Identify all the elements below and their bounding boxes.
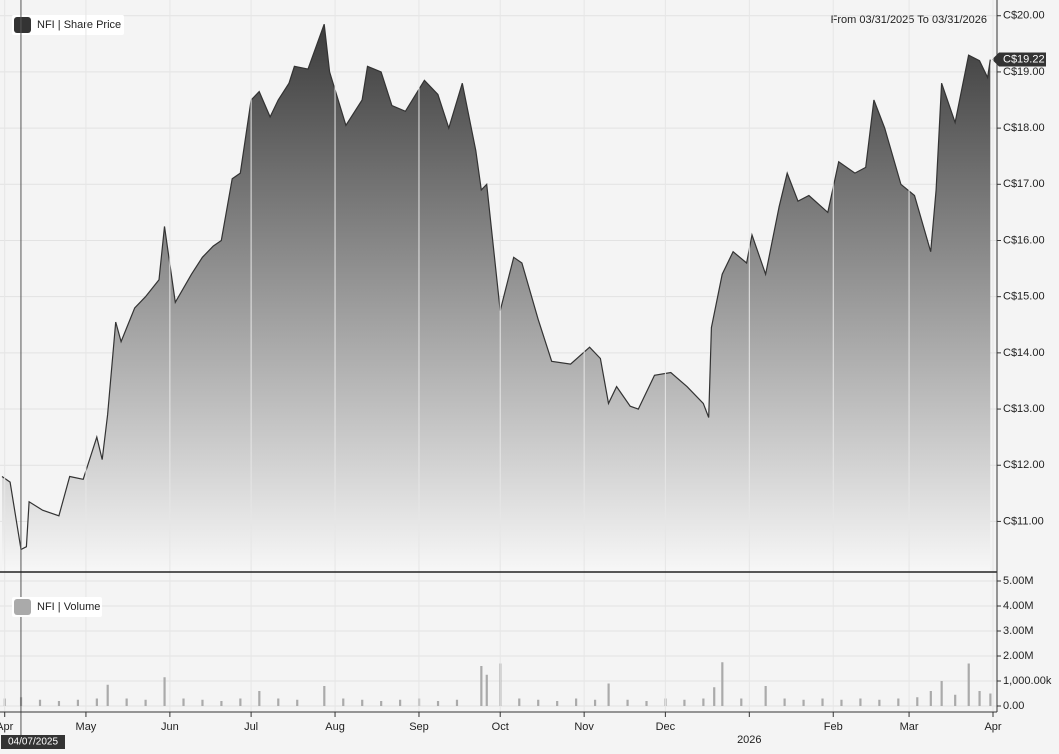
price-area <box>2 24 991 572</box>
volume-bar <box>480 666 483 706</box>
volume-bar <box>575 698 578 706</box>
y-tick-label: 5.00M <box>1003 575 1034 587</box>
volume-bar <box>323 686 326 706</box>
volume-bar <box>740 698 743 706</box>
volume-bar <box>593 699 597 706</box>
volume-bar <box>380 701 383 706</box>
y-tick-label: 0.00 <box>1003 700 1024 712</box>
volume-bar <box>361 699 364 706</box>
x-tick-label: Sep <box>409 721 429 733</box>
crosshair-label-bg <box>1 735 65 749</box>
volume-bar <box>940 681 943 706</box>
volume-bar <box>399 699 402 706</box>
volume-bar <box>95 698 98 706</box>
x-tick-label: Oct <box>492 721 509 733</box>
volume-bar <box>518 698 521 706</box>
volume-bar <box>556 701 559 706</box>
volume-bar <box>821 698 824 706</box>
y-tick-label: C$16.00 <box>1003 234 1045 246</box>
y-tick-label: 4.00M <box>1003 600 1034 612</box>
volume-bar <box>916 697 919 706</box>
legend-swatch <box>14 599 31 615</box>
volume-bar <box>713 687 716 706</box>
y-tick-label: C$18.00 <box>1003 122 1045 134</box>
x-tick-label: Apr <box>984 721 1001 733</box>
x-tick-label: 2026 <box>737 734 761 746</box>
volume-bar <box>220 701 223 706</box>
volume-bar <box>702 698 705 706</box>
volume-bar <box>645 701 648 706</box>
volume-bar <box>106 684 109 706</box>
volume-bar <box>537 699 540 706</box>
legend-swatch <box>14 17 31 33</box>
volume-bar <box>989 693 992 706</box>
volume-bar <box>239 698 242 706</box>
y-tick-label: C$14.00 <box>1003 347 1045 359</box>
volume-bar <box>954 694 957 706</box>
y-tick-label: 3.00M <box>1003 625 1034 637</box>
legend-box <box>12 597 102 617</box>
y-tick-label: C$12.00 <box>1003 459 1045 471</box>
y-tick-label: C$20.00 <box>1003 10 1045 22</box>
crosshair-label: 04/07/2025 <box>8 737 58 748</box>
y-tick-label: C$11.00 <box>1003 515 1044 527</box>
volume-bar <box>258 691 261 706</box>
volume-bar <box>144 699 147 706</box>
volume-bar <box>163 677 166 706</box>
y-tick-label: 2.00M <box>1003 650 1034 662</box>
y-tick-label: C$17.00 <box>1003 178 1045 190</box>
y-tick-label: C$13.00 <box>1003 403 1045 415</box>
volume-bar <box>342 698 345 706</box>
volume-bar <box>897 698 900 706</box>
volume-bar <box>721 662 724 706</box>
volume-bar <box>182 698 185 706</box>
legend-label: NFI | Volume <box>37 601 100 613</box>
volume-bar <box>38 699 42 706</box>
legend-label: NFI | Share Price <box>37 19 121 31</box>
volume-bar <box>967 663 970 706</box>
volume-bar <box>201 699 204 706</box>
volume-bar <box>878 699 881 706</box>
current-price-label: C$19.22 <box>1003 53 1045 65</box>
volume-bar <box>802 699 805 706</box>
volume-bar <box>683 699 686 706</box>
x-tick-label: Feb <box>824 721 843 733</box>
x-tick-label: Apr <box>0 721 14 733</box>
volume-bar <box>125 698 128 706</box>
y-tick-label: C$19.00 <box>1003 66 1045 78</box>
volume-bar <box>277 698 280 706</box>
legend-box <box>12 15 124 35</box>
x-tick-label: Jul <box>244 721 258 733</box>
volume-bar <box>57 701 61 706</box>
x-tick-label: Mar <box>900 721 919 733</box>
volume-bar <box>485 674 488 706</box>
x-tick-label: Dec <box>656 721 676 733</box>
x-tick-label: Aug <box>325 721 345 733</box>
volume-bar <box>978 691 981 706</box>
volume-bar <box>626 699 629 706</box>
volume-bar <box>76 699 80 706</box>
volume-bar <box>840 699 843 706</box>
volume-bar <box>607 683 610 706</box>
volume-bar <box>455 699 459 706</box>
volume-bar <box>436 701 440 706</box>
y-tick-label: 1,000.00k <box>1003 675 1052 687</box>
volume-bar <box>929 691 932 706</box>
volume-bar <box>764 686 767 706</box>
price-line <box>1 23 991 551</box>
volume-bar <box>296 699 299 706</box>
x-tick-label: Nov <box>574 721 594 733</box>
volume-bar <box>783 698 786 706</box>
volume-bar <box>859 698 862 706</box>
y-tick-label: C$15.00 <box>1003 291 1045 303</box>
x-tick-label: Jun <box>161 721 179 733</box>
current-price-tag <box>992 52 1046 67</box>
x-tick-label: May <box>76 721 97 733</box>
